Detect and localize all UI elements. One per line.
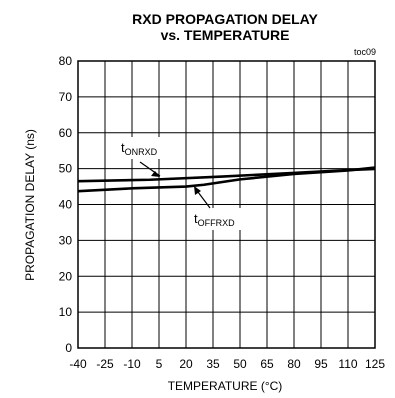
series-line-offrxd (77, 166, 376, 193)
label-tonrxd-main: t (121, 140, 125, 155)
x-tick-label: 65 (260, 357, 274, 371)
label-tofffrxd-main: t (194, 211, 198, 226)
series-group (77, 166, 376, 193)
chart-tag: toc09 (354, 47, 376, 57)
y-tick-label: 10 (59, 305, 73, 319)
x-tick-label: 95 (314, 357, 328, 371)
arrow-tofffrxd-head (194, 186, 201, 195)
x-axis-label: TEMPERATURE (°C) (168, 379, 283, 393)
y-tick-labels: 0 10 20 30 40 50 60 70 80 (59, 54, 73, 355)
y-tick-label: 70 (59, 90, 73, 104)
y-tick-label: 0 (65, 341, 72, 355)
x-tick-label: -40 (69, 357, 87, 371)
x-tick-label: -25 (96, 357, 114, 371)
x-tick-labels: -40 -25 -10 5 20 35 50 65 80 95 110 125 (69, 357, 385, 371)
chart-title-line2: vs. TEMPERATURE (161, 27, 290, 43)
plot-frame (77, 60, 376, 349)
grid (78, 61, 375, 348)
y-tick-label: 40 (59, 198, 73, 212)
y-axis-label: PROPAGATION DELAY (ns) (23, 129, 37, 281)
y-tick-label: 50 (59, 162, 73, 176)
x-tick-label: 110 (338, 357, 357, 371)
label-tofffrxd: tOFFRXD (194, 211, 235, 228)
y-tick-label: 80 (59, 54, 73, 68)
label-bg-off (190, 208, 248, 230)
label-tonrxd: tONRXD (121, 140, 158, 157)
x-tick-label: -10 (123, 357, 141, 371)
x-tick-label: 125 (365, 357, 385, 371)
x-tick-label: 20 (179, 357, 193, 371)
label-tofffrxd-sub: OFFRXD (198, 218, 235, 228)
x-tick-label: 35 (206, 357, 220, 371)
y-tick-label: 30 (59, 233, 73, 247)
x-tick-label: 80 (287, 357, 301, 371)
label-tonrxd-sub: ONRXD (125, 147, 158, 157)
chart-title-line1: RXD PROPAGATION DELAY (132, 11, 318, 27)
label-bg-on (117, 137, 171, 159)
x-tick-label: 50 (233, 357, 247, 371)
y-tick-label: 20 (59, 269, 73, 283)
x-tick-label: 5 (156, 357, 163, 371)
y-tick-label: 60 (59, 126, 73, 140)
arrow-tonrxd-head (151, 171, 160, 177)
